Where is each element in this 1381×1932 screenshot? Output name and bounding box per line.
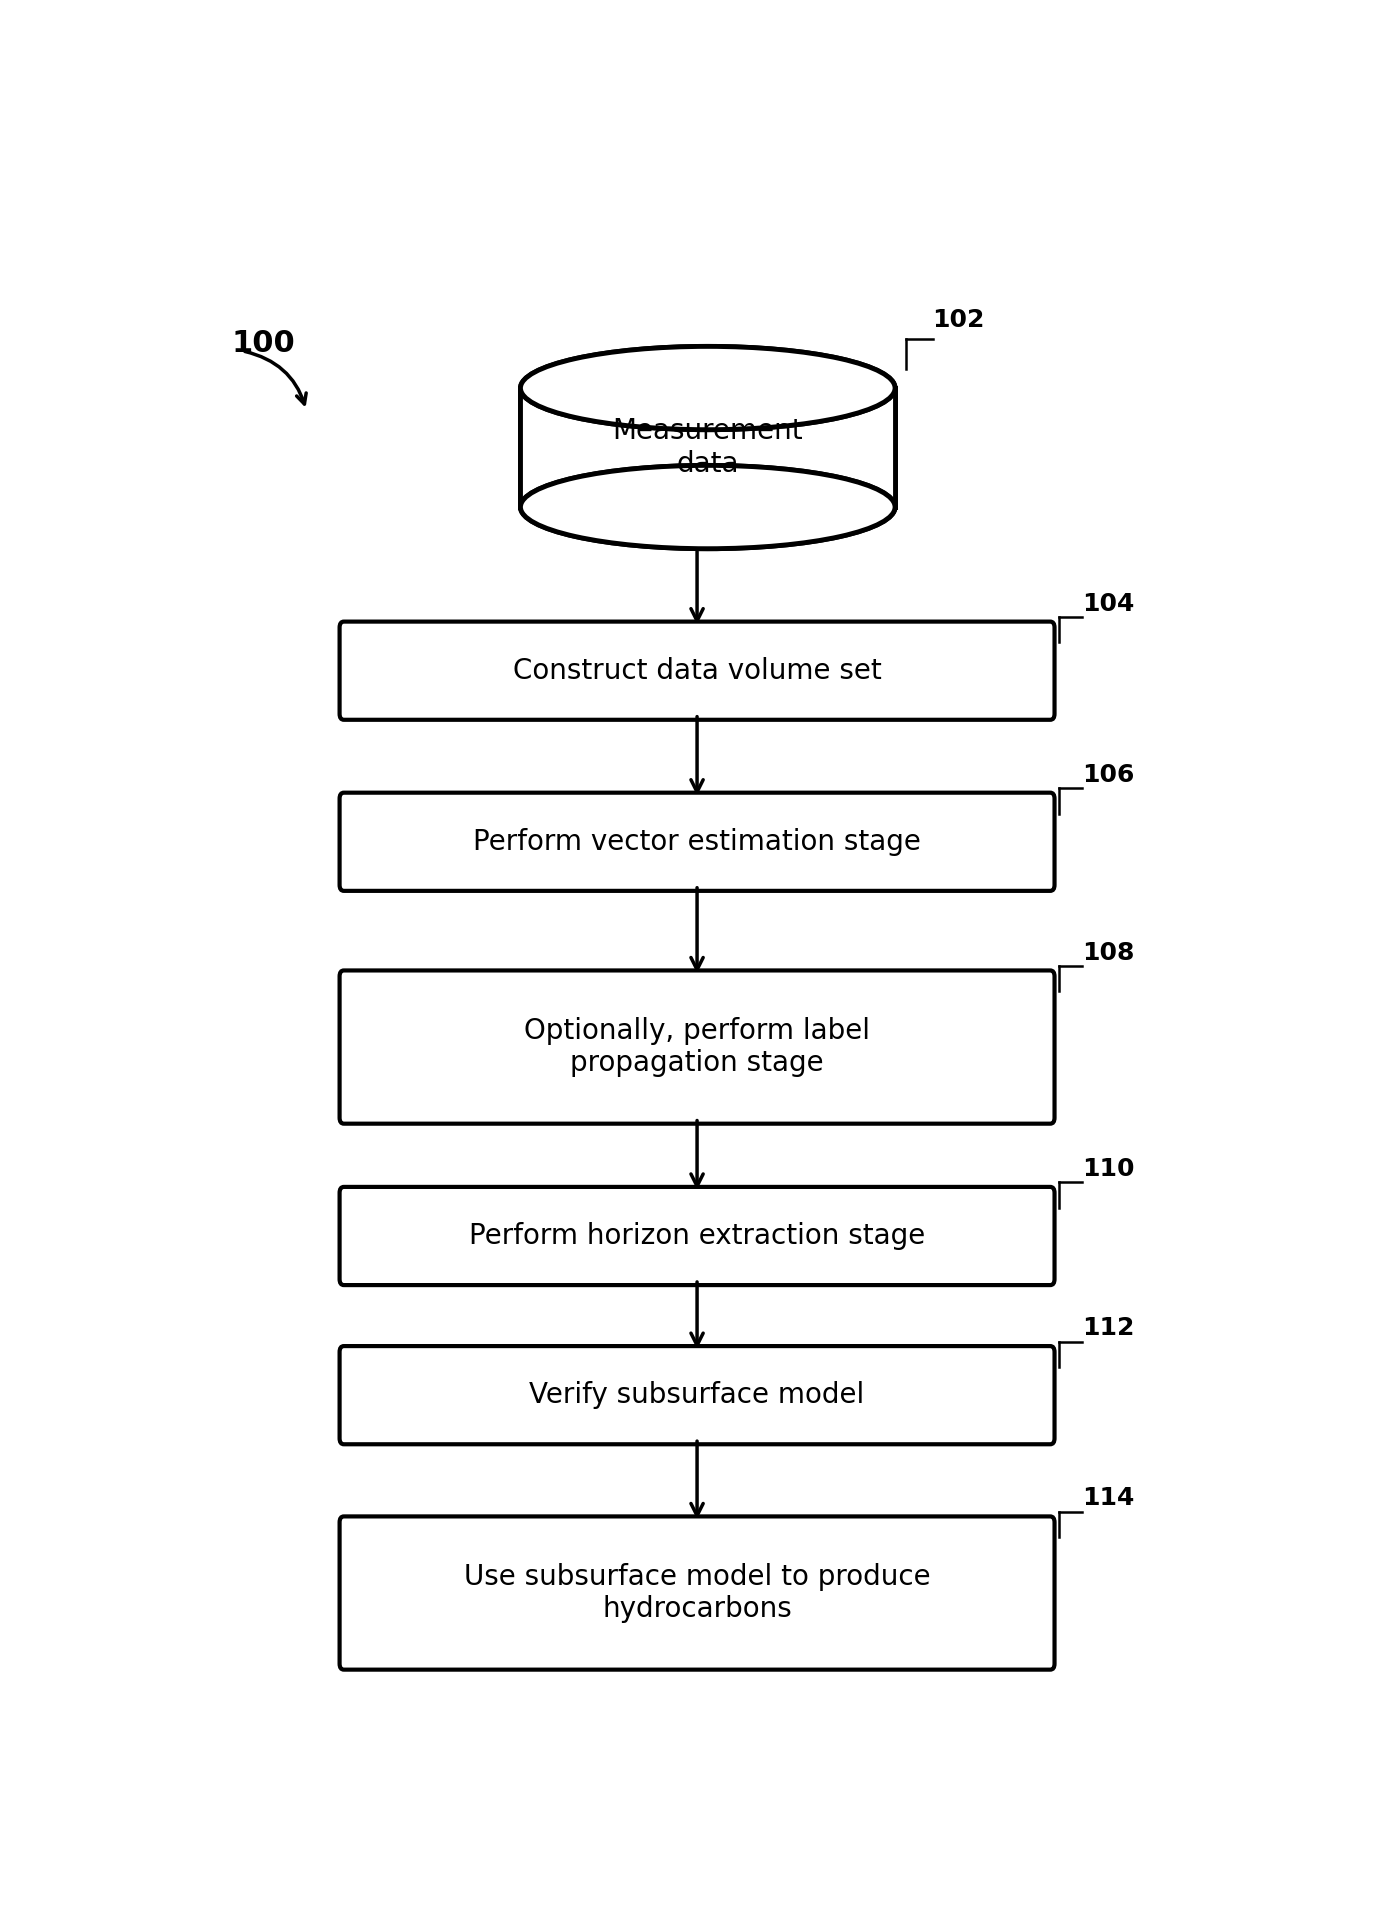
- Text: Perform horizon extraction stage: Perform horizon extraction stage: [470, 1223, 925, 1250]
- Ellipse shape: [521, 466, 895, 549]
- FancyBboxPatch shape: [340, 792, 1055, 891]
- Text: 112: 112: [1083, 1316, 1135, 1341]
- Text: Use subsurface model to produce
hydrocarbons: Use subsurface model to produce hydrocar…: [464, 1563, 931, 1623]
- Text: Optionally, perform label
propagation stage: Optionally, perform label propagation st…: [523, 1016, 870, 1078]
- Text: 100: 100: [232, 328, 296, 357]
- FancyBboxPatch shape: [340, 1347, 1055, 1445]
- Text: Measurement
data: Measurement data: [612, 417, 804, 477]
- FancyBboxPatch shape: [340, 970, 1055, 1124]
- Text: Construct data volume set: Construct data volume set: [512, 657, 881, 684]
- Ellipse shape: [521, 346, 895, 429]
- Text: 104: 104: [1083, 591, 1135, 616]
- Text: Verify subsurface model: Verify subsurface model: [529, 1381, 865, 1408]
- Text: 106: 106: [1083, 763, 1135, 786]
- Ellipse shape: [521, 346, 895, 429]
- FancyBboxPatch shape: [340, 622, 1055, 721]
- FancyBboxPatch shape: [340, 1517, 1055, 1669]
- Text: 102: 102: [932, 307, 985, 332]
- Bar: [521, 388, 895, 506]
- Ellipse shape: [521, 466, 895, 549]
- Text: Perform vector estimation stage: Perform vector estimation stage: [474, 827, 921, 856]
- FancyBboxPatch shape: [340, 1186, 1055, 1285]
- Text: 114: 114: [1083, 1486, 1135, 1511]
- Text: 108: 108: [1083, 941, 1135, 964]
- Text: 110: 110: [1083, 1157, 1135, 1180]
